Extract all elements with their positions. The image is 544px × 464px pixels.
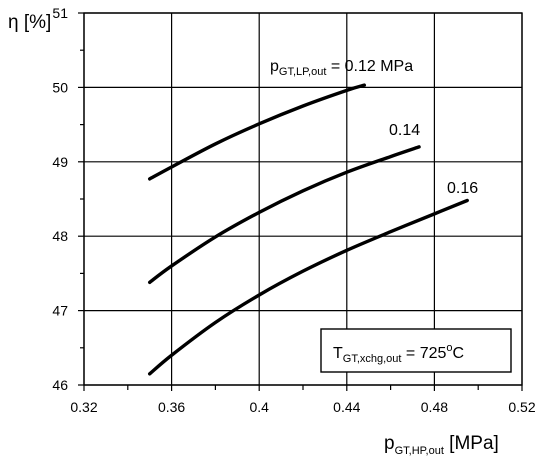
y-tick-label: 46 [52, 377, 68, 393]
annotation-unit: C [453, 345, 465, 362]
annotation-text: TGT,xchg,out = 725oC [333, 342, 464, 365]
series-label-value: = 0.12 MPa [326, 58, 413, 75]
x-axis-label: pGT,HP,out [MPa] [384, 433, 499, 457]
y-tick-label: 49 [52, 154, 68, 170]
series-label-subscript: GT,LP,out [279, 66, 327, 78]
series-label-0-16: 0.16 [447, 180, 478, 197]
series-lines [148, 83, 469, 376]
series-label-symbol: p [270, 58, 279, 75]
annotation-symbol: T [333, 345, 343, 362]
temperature-annotation-box: TGT,xchg,out = 725oC [320, 328, 512, 373]
y-tick-label: 50 [52, 79, 68, 95]
x-tick-label: 0.52 [508, 399, 535, 415]
series-line-2 [148, 198, 469, 376]
x-axis-label-unit: [MPa] [444, 433, 499, 454]
y-axis-label: η [%] [8, 12, 51, 33]
x-tick-label: 0.32 [70, 399, 97, 415]
series-label-0-14: 0.14 [389, 122, 420, 139]
annotation-degree-sup: o [446, 342, 452, 354]
x-axis-label-subscript: GT,HP,out [395, 445, 444, 457]
x-axis-label-symbol: p [384, 433, 395, 454]
y-tick-label: 48 [52, 228, 68, 244]
annotation-subscript: GT,xchg,out [343, 353, 402, 365]
series-line-0 [148, 83, 367, 181]
annotation-value: = 725 [401, 345, 446, 362]
series-label-0-12: pGT,LP,out = 0.12 MPa [270, 58, 413, 78]
x-tick-label: 0.48 [421, 399, 448, 415]
tick-labels: 0.32 0.36 0.4 0.44 0.48 0.52 46 47 48 49 50 51 [52, 5, 535, 415]
y-tick-label: 51 [52, 5, 68, 21]
series-line-1 [148, 145, 421, 285]
plot-frame [83, 12, 523, 386]
x-tick-label: 0.44 [333, 399, 360, 415]
annotation-box-frame [320, 328, 512, 373]
axis-ticks [78, 12, 523, 391]
x-tick-label: 0.4 [249, 399, 269, 415]
x-tick-label: 0.36 [158, 399, 185, 415]
y-tick-label: 47 [52, 303, 68, 319]
